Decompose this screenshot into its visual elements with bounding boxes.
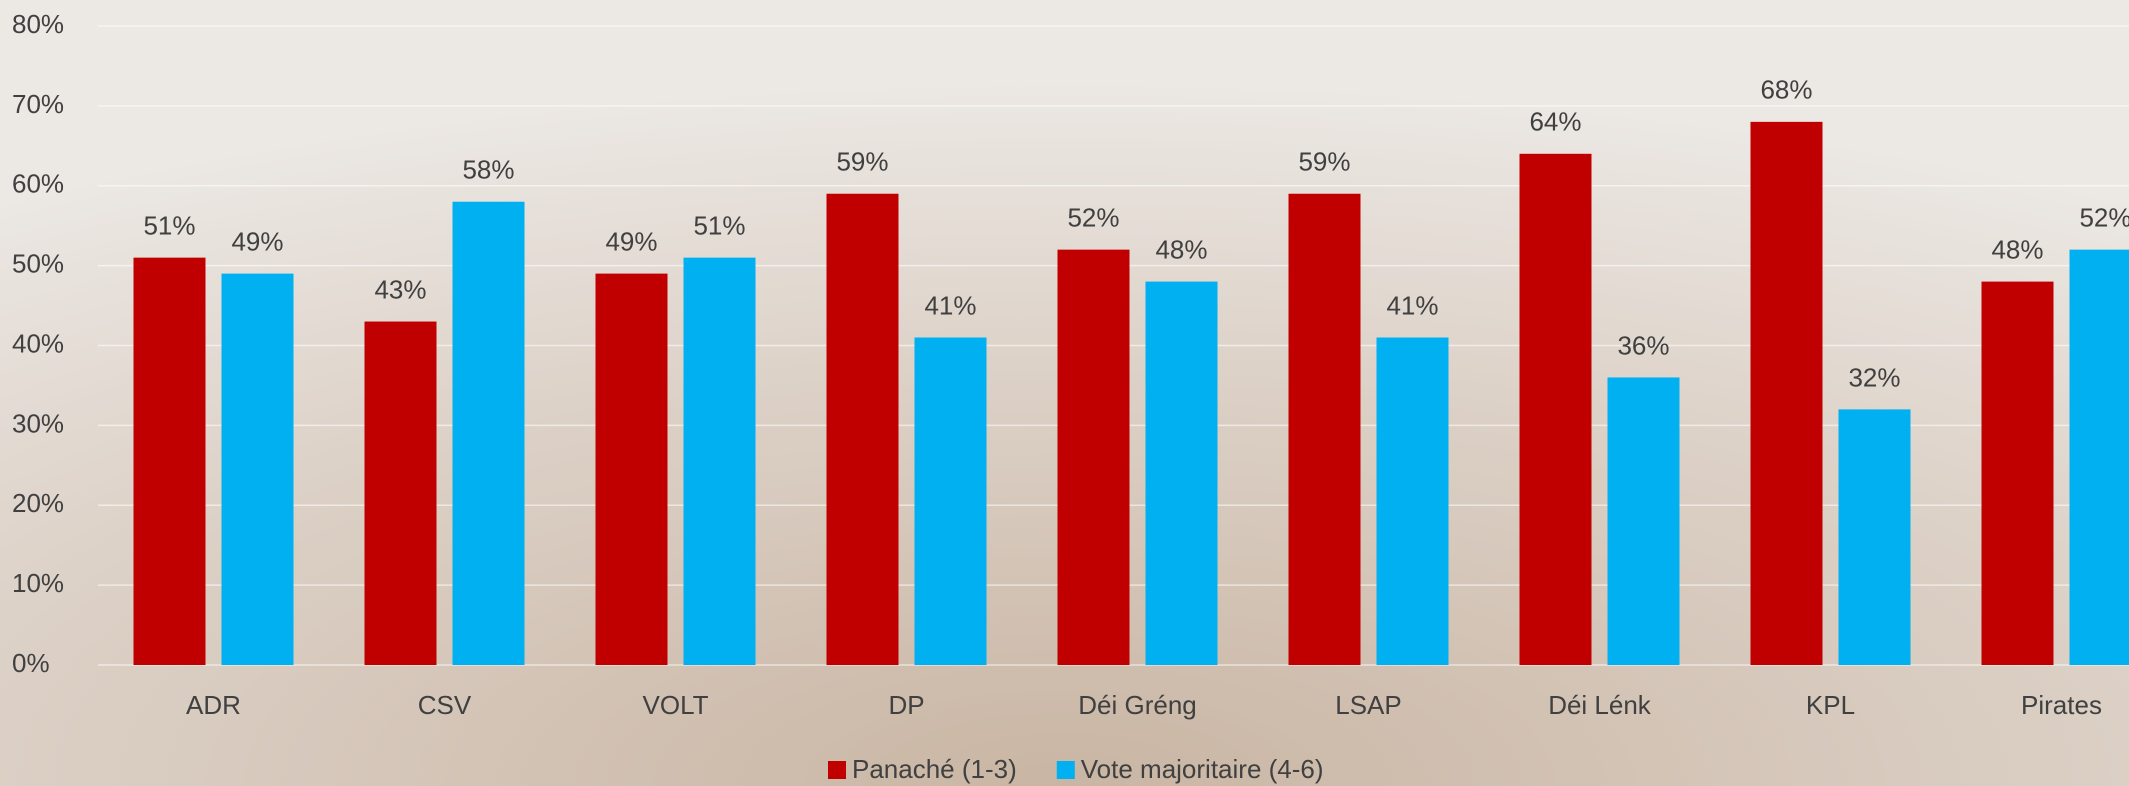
bar bbox=[1058, 250, 1130, 665]
legend-label: Panaché (1-3) bbox=[852, 754, 1017, 784]
value-label: 36% bbox=[1617, 330, 1669, 360]
value-label: 48% bbox=[1991, 234, 2043, 264]
y-tick-label: 60% bbox=[12, 169, 64, 199]
value-label: 68% bbox=[1760, 75, 1812, 105]
y-tick-label: 40% bbox=[12, 328, 64, 358]
value-label: 41% bbox=[1386, 290, 1438, 320]
y-tick-label: 0% bbox=[12, 648, 50, 678]
x-tick-label: CSV bbox=[418, 690, 472, 720]
x-tick-label: ADR bbox=[186, 690, 241, 720]
y-tick-label: 50% bbox=[12, 249, 64, 279]
value-label: 43% bbox=[374, 274, 426, 304]
value-label: 52% bbox=[2079, 203, 2129, 233]
x-tick-label: LSAP bbox=[1335, 690, 1402, 720]
bar bbox=[1289, 194, 1361, 665]
value-label: 64% bbox=[1529, 107, 1581, 137]
legend-swatch bbox=[828, 761, 846, 779]
value-label: 49% bbox=[231, 226, 283, 256]
y-tick-label: 10% bbox=[12, 568, 64, 598]
chart: 0% 10% 20% 30% 40% 50% 60% 70% 80% ADR 51% 49% CSV 43… bbox=[0, 0, 2129, 786]
y-tick-label: 20% bbox=[12, 488, 64, 518]
bar bbox=[915, 338, 987, 665]
bar bbox=[1839, 409, 1911, 665]
x-tick-label: Pirates bbox=[2021, 690, 2102, 720]
value-label: 59% bbox=[1298, 147, 1350, 177]
bar bbox=[684, 258, 756, 665]
value-label: 32% bbox=[1848, 362, 1900, 392]
bar bbox=[1751, 122, 1823, 665]
bar bbox=[1377, 338, 1449, 665]
y-tick-label: 80% bbox=[12, 9, 64, 39]
bar bbox=[134, 258, 206, 665]
x-tick-label: Déi Lénk bbox=[1548, 690, 1652, 720]
bar bbox=[1520, 154, 1592, 665]
value-label: 59% bbox=[836, 147, 888, 177]
y-tick-label: 30% bbox=[12, 408, 64, 438]
value-label: 41% bbox=[924, 290, 976, 320]
bar bbox=[596, 274, 668, 665]
bar bbox=[2070, 250, 2129, 665]
bar bbox=[1982, 282, 2054, 665]
bar bbox=[365, 322, 437, 665]
value-label: 58% bbox=[462, 155, 514, 185]
x-tick-label: KPL bbox=[1806, 690, 1855, 720]
x-tick-label: Déi Gréng bbox=[1078, 690, 1197, 720]
legend-swatch bbox=[1057, 761, 1075, 779]
y-tick-label: 70% bbox=[12, 89, 64, 119]
value-label: 51% bbox=[143, 211, 195, 241]
x-tick-label: DP bbox=[888, 690, 924, 720]
value-label: 49% bbox=[605, 226, 657, 256]
bar bbox=[827, 194, 899, 665]
legend-label: Vote majoritaire (4-6) bbox=[1081, 754, 1324, 784]
x-tick-label: VOLT bbox=[643, 690, 709, 720]
value-label: 52% bbox=[1067, 203, 1119, 233]
bar bbox=[222, 274, 294, 665]
value-label: 51% bbox=[693, 211, 745, 241]
bar bbox=[453, 202, 525, 665]
bar bbox=[1608, 377, 1680, 665]
bar bbox=[1146, 282, 1218, 665]
value-label: 48% bbox=[1155, 234, 1207, 264]
